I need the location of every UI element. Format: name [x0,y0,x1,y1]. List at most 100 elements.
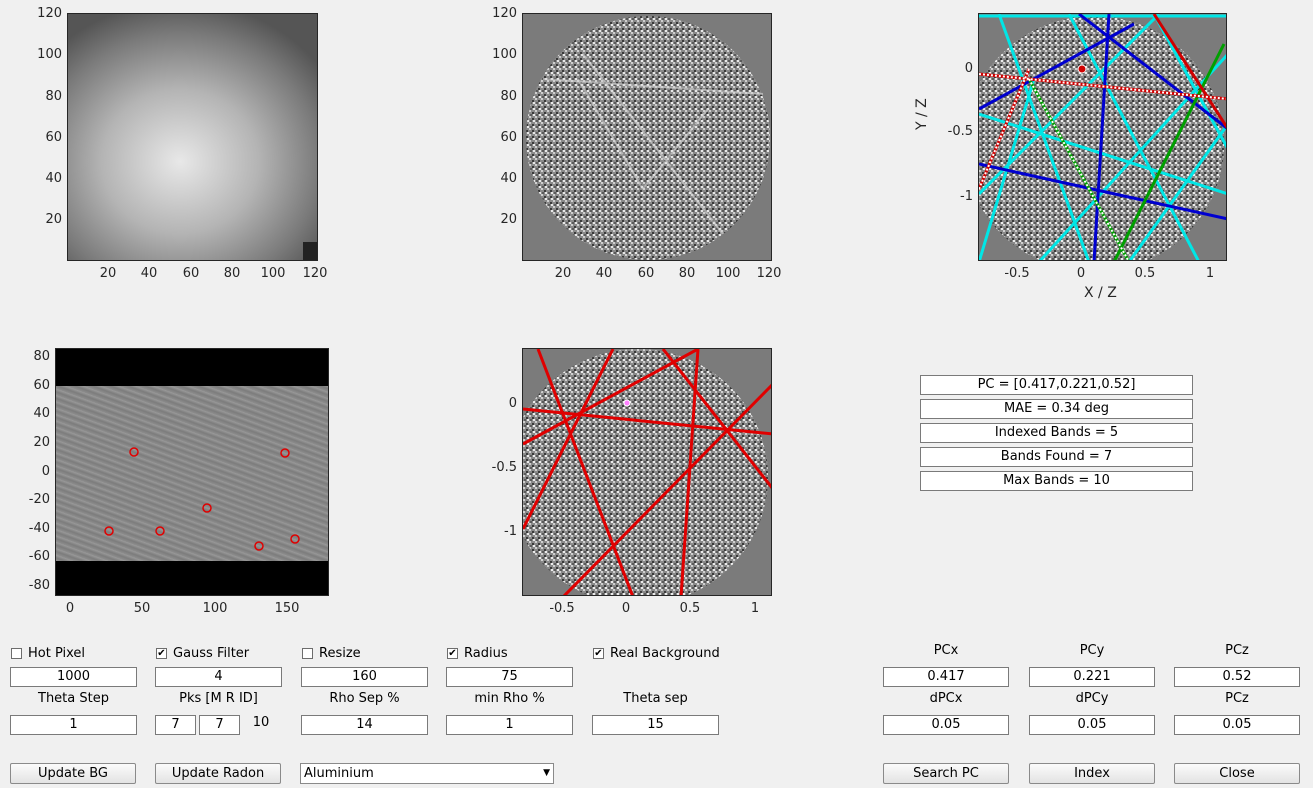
x-tick: 150 [274,601,300,616]
y-tick: -80 [28,578,50,593]
checkmark-icon: ✔ [593,647,604,659]
dpcx-label: dPCx [929,691,963,706]
pks-id-value: 10 [252,715,270,730]
y-tick: 0 [508,396,517,411]
dpcy-field[interactable]: 0.05 [1029,715,1155,735]
y-tick: 20 [500,212,517,227]
x-tick: 100 [715,266,741,281]
x-tick: 20 [554,266,572,281]
y-tick: -0.5 [947,124,973,139]
theta-sep-field[interactable]: 15 [592,715,719,735]
x-tick: 120 [756,266,782,281]
x-tick: 0.5 [1134,266,1156,281]
radius-field[interactable]: 75 [446,667,573,687]
close-button[interactable]: Close [1174,763,1300,784]
pcy-field[interactable]: 0.221 [1029,667,1155,687]
pcz-label: PCz [1225,643,1249,658]
pcx-field[interactable]: 0.417 [883,667,1009,687]
x-tick: 60 [182,266,200,281]
y-tick: -20 [28,492,50,507]
update-bg-button[interactable]: Update BG [10,763,136,784]
index-button[interactable]: Index [1029,763,1155,784]
pks-m-field[interactable]: 7 [155,715,196,735]
update-radon-button[interactable]: Update Radon [155,763,281,784]
y-tick: -1 [960,189,973,204]
y-tick: 120 [37,6,62,21]
y-tick: 20 [33,435,50,450]
y-axis-label: Y / Z [914,98,930,130]
real-background-checkbox[interactable]: ✔ Real Background [593,646,720,661]
checkbox-label: Radius [464,646,508,661]
y-tick: 60 [33,378,50,393]
raw-pattern-image [67,13,318,261]
indexed-bands-display: Indexed Bands = 5 [920,423,1193,443]
x-tick: 0 [65,601,75,616]
y-tick: 20 [45,212,62,227]
y-tick: 60 [45,130,62,145]
y-tick: 60 [500,130,517,145]
resize-field[interactable]: 160 [301,667,428,687]
x-tick: 0 [621,601,631,616]
search-pc-button[interactable]: Search PC [883,763,1009,784]
pks-r-field[interactable]: 7 [199,715,240,735]
material-select[interactable]: Aluminium ▼ [300,763,554,784]
y-tick: 120 [492,6,517,21]
hot-pixel-checkbox[interactable]: Hot Pixel [11,646,85,661]
x-tick: 120 [302,266,328,281]
checkmark-icon: ✔ [447,647,458,659]
y-tick: 100 [37,47,62,62]
y-tick: 100 [492,47,517,62]
y-tick: 40 [33,406,50,421]
x-tick: -0.5 [549,601,575,616]
x-axis-label: X / Z [1084,285,1117,301]
pc-display: PC = [0.417,0.221,0.52] [920,375,1193,395]
radius-checkbox[interactable]: ✔ Radius [447,646,508,661]
bands-image [522,348,772,596]
pcz-field[interactable]: 0.52 [1174,667,1300,687]
theta-step-field[interactable]: 1 [10,715,137,735]
y-tick: 40 [45,171,62,186]
y-tick: 80 [500,89,517,104]
x-tick: 1 [750,601,760,616]
pcy-label: PCy [1079,643,1105,658]
radon-image [55,348,329,596]
dropdown-arrow-icon: ▼ [543,768,550,778]
checkmark-icon: ✔ [156,647,167,659]
bands-found-display: Bands Found = 7 [920,447,1193,467]
gauss-filter-field[interactable]: 4 [155,667,282,687]
gauss-filter-checkbox[interactable]: ✔ Gauss Filter [156,646,249,661]
min-rho-field[interactable]: 1 [446,715,573,735]
resize-checkbox[interactable]: Resize [302,646,361,661]
x-tick: 1 [1205,266,1215,281]
x-tick: 80 [223,266,241,281]
y-tick: 0 [964,61,973,76]
min-rho-label: min Rho % [474,691,545,706]
y-tick: -40 [28,521,50,536]
rho-sep-field[interactable]: 14 [301,715,428,735]
checkbox-label: Hot Pixel [28,646,86,661]
hot-pixel-field[interactable]: 1000 [10,667,137,687]
y-tick: -60 [28,549,50,564]
y-tick: 0 [41,464,50,479]
processed-pattern-image [522,13,772,261]
y-tick: -1 [504,524,517,539]
y-tick: 80 [45,89,62,104]
y-tick: 40 [500,171,517,186]
pks-label: Pks [M R ID] [179,691,258,706]
x-tick: 0 [1076,266,1086,281]
dpcx-field[interactable]: 0.05 [883,715,1009,735]
x-tick: 40 [140,266,158,281]
dpcz-field[interactable]: 0.05 [1174,715,1300,735]
x-tick: 0.5 [679,601,701,616]
theta-step-label: Theta Step [38,691,109,706]
x-tick: 40 [595,266,613,281]
dpcz-label: PCz [1225,691,1249,706]
checkbox-label: Resize [319,646,361,661]
checkbox-unchecked-icon [302,648,313,659]
dpcy-label: dPCy [1075,691,1109,706]
x-tick: -0.5 [1004,266,1030,281]
checkbox-label: Real Background [610,646,720,661]
x-tick: 60 [637,266,655,281]
indexed-pattern-image [978,13,1227,261]
material-select-value: Aluminium [304,766,374,781]
